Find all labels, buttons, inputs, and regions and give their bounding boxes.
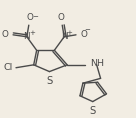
Text: O: O xyxy=(26,13,33,22)
Text: −: − xyxy=(33,14,39,20)
Text: Cl: Cl xyxy=(4,63,13,72)
Text: O: O xyxy=(81,30,88,39)
Text: −: − xyxy=(84,27,90,33)
Text: S: S xyxy=(89,106,96,116)
Text: +: + xyxy=(29,30,35,36)
Text: NH: NH xyxy=(90,59,104,68)
Text: O: O xyxy=(1,30,8,39)
Text: N: N xyxy=(24,32,30,41)
Text: +: + xyxy=(66,30,72,36)
Text: S: S xyxy=(46,76,53,86)
Text: N: N xyxy=(61,32,67,41)
Text: O: O xyxy=(58,13,65,22)
